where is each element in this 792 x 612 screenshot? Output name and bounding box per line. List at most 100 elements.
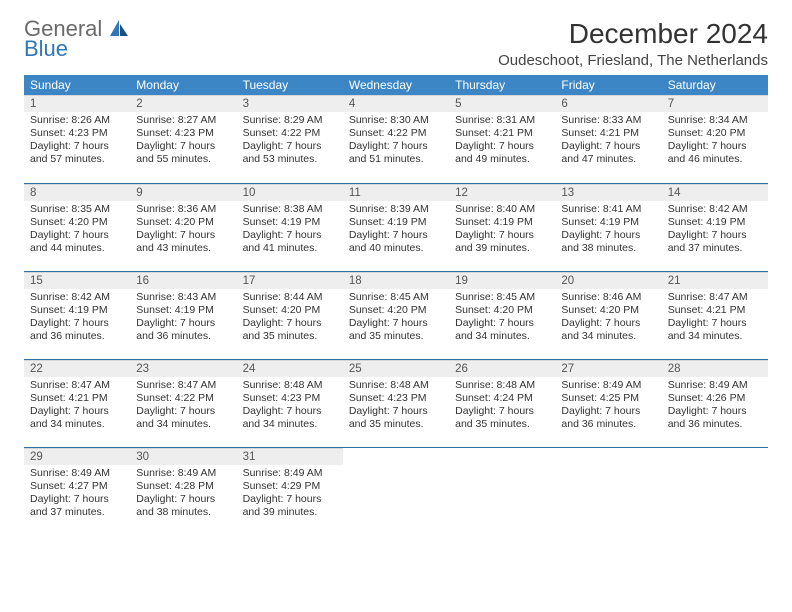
day-number: 26 (449, 360, 555, 377)
month-title: December 2024 (498, 18, 768, 50)
day-daylight: Daylight: 7 hours and 49 minutes. (455, 140, 549, 166)
day-daylight: Daylight: 7 hours and 34 minutes. (136, 405, 230, 431)
day-daylight: Daylight: 7 hours and 40 minutes. (349, 229, 443, 255)
day-body: Sunrise: 8:30 AMSunset: 4:22 PMDaylight:… (343, 112, 449, 171)
calendar-day-cell: 11Sunrise: 8:39 AMSunset: 4:19 PMDayligh… (343, 183, 449, 271)
day-sunrise: Sunrise: 8:41 AM (561, 203, 655, 216)
day-body: Sunrise: 8:45 AMSunset: 4:20 PMDaylight:… (449, 289, 555, 348)
calendar-day-cell: 15Sunrise: 8:42 AMSunset: 4:19 PMDayligh… (24, 271, 130, 359)
weekday-header-row: Sunday Monday Tuesday Wednesday Thursday… (24, 75, 768, 95)
day-number: 8 (24, 184, 130, 201)
day-sunrise: Sunrise: 8:30 AM (349, 114, 443, 127)
day-sunrise: Sunrise: 8:39 AM (349, 203, 443, 216)
day-sunrise: Sunrise: 8:47 AM (668, 291, 762, 304)
calendar-day-cell: 17Sunrise: 8:44 AMSunset: 4:20 PMDayligh… (237, 271, 343, 359)
brand-logo: General Blue (24, 18, 130, 60)
day-daylight: Daylight: 7 hours and 35 minutes. (349, 317, 443, 343)
calendar-day-cell: 3Sunrise: 8:29 AMSunset: 4:22 PMDaylight… (237, 95, 343, 183)
day-daylight: Daylight: 7 hours and 34 minutes. (561, 317, 655, 343)
day-daylight: Daylight: 7 hours and 38 minutes. (136, 493, 230, 519)
day-sunrise: Sunrise: 8:33 AM (561, 114, 655, 127)
day-sunrise: Sunrise: 8:26 AM (30, 114, 124, 127)
day-sunset: Sunset: 4:23 PM (349, 392, 443, 405)
calendar-day-cell: 21Sunrise: 8:47 AMSunset: 4:21 PMDayligh… (662, 271, 768, 359)
day-daylight: Daylight: 7 hours and 34 minutes. (455, 317, 549, 343)
calendar-day-cell: 26Sunrise: 8:48 AMSunset: 4:24 PMDayligh… (449, 359, 555, 447)
day-number: 9 (130, 184, 236, 201)
day-daylight: Daylight: 7 hours and 36 minutes. (30, 317, 124, 343)
day-sunrise: Sunrise: 8:49 AM (561, 379, 655, 392)
day-body: Sunrise: 8:47 AMSunset: 4:21 PMDaylight:… (24, 377, 130, 436)
calendar-page: General Blue December 2024 Oudeschoot, F… (0, 0, 792, 535)
calendar-week-row: 29Sunrise: 8:49 AMSunset: 4:27 PMDayligh… (24, 447, 768, 535)
day-sunset: Sunset: 4:19 PM (455, 216, 549, 229)
weekday-header: Saturday (662, 75, 768, 95)
calendar-table: Sunday Monday Tuesday Wednesday Thursday… (24, 75, 768, 535)
day-sunset: Sunset: 4:21 PM (668, 304, 762, 317)
day-sunset: Sunset: 4:23 PM (136, 127, 230, 140)
weekday-header: Monday (130, 75, 236, 95)
day-sunrise: Sunrise: 8:49 AM (136, 467, 230, 480)
calendar-day-cell: 13Sunrise: 8:41 AMSunset: 4:19 PMDayligh… (555, 183, 661, 271)
day-number: 18 (343, 272, 449, 289)
day-body: Sunrise: 8:47 AMSunset: 4:21 PMDaylight:… (662, 289, 768, 348)
day-body: Sunrise: 8:26 AMSunset: 4:23 PMDaylight:… (24, 112, 130, 171)
day-sunset: Sunset: 4:23 PM (243, 392, 337, 405)
day-body: Sunrise: 8:49 AMSunset: 4:25 PMDaylight:… (555, 377, 661, 436)
day-daylight: Daylight: 7 hours and 34 minutes. (243, 405, 337, 431)
day-body: Sunrise: 8:33 AMSunset: 4:21 PMDaylight:… (555, 112, 661, 171)
day-sunrise: Sunrise: 8:49 AM (243, 467, 337, 480)
title-block: December 2024 Oudeschoot, Friesland, The… (498, 18, 768, 69)
day-daylight: Daylight: 7 hours and 36 minutes. (561, 405, 655, 431)
day-sunrise: Sunrise: 8:43 AM (136, 291, 230, 304)
calendar-day-cell: 20Sunrise: 8:46 AMSunset: 4:20 PMDayligh… (555, 271, 661, 359)
calendar-day-cell: 16Sunrise: 8:43 AMSunset: 4:19 PMDayligh… (130, 271, 236, 359)
calendar-day-cell: 28Sunrise: 8:49 AMSunset: 4:26 PMDayligh… (662, 359, 768, 447)
calendar-day-cell: 4Sunrise: 8:30 AMSunset: 4:22 PMDaylight… (343, 95, 449, 183)
day-number: 2 (130, 95, 236, 112)
day-sunset: Sunset: 4:26 PM (668, 392, 762, 405)
weekday-header: Thursday (449, 75, 555, 95)
day-body: Sunrise: 8:36 AMSunset: 4:20 PMDaylight:… (130, 201, 236, 260)
day-sunrise: Sunrise: 8:35 AM (30, 203, 124, 216)
weekday-header: Friday (555, 75, 661, 95)
day-sunset: Sunset: 4:19 PM (349, 216, 443, 229)
day-sunset: Sunset: 4:21 PM (30, 392, 124, 405)
calendar-day-cell: 27Sunrise: 8:49 AMSunset: 4:25 PMDayligh… (555, 359, 661, 447)
day-sunset: Sunset: 4:20 PM (30, 216, 124, 229)
day-body: Sunrise: 8:35 AMSunset: 4:20 PMDaylight:… (24, 201, 130, 260)
day-sunset: Sunset: 4:28 PM (136, 480, 230, 493)
day-body: Sunrise: 8:27 AMSunset: 4:23 PMDaylight:… (130, 112, 236, 171)
day-number: 10 (237, 184, 343, 201)
day-sunset: Sunset: 4:24 PM (455, 392, 549, 405)
day-number: 1 (24, 95, 130, 112)
day-sunrise: Sunrise: 8:48 AM (455, 379, 549, 392)
day-number: 22 (24, 360, 130, 377)
day-number: 17 (237, 272, 343, 289)
day-number: 24 (237, 360, 343, 377)
calendar-day-cell: 25Sunrise: 8:48 AMSunset: 4:23 PMDayligh… (343, 359, 449, 447)
weekday-header: Wednesday (343, 75, 449, 95)
day-sunset: Sunset: 4:23 PM (30, 127, 124, 140)
day-number: 25 (343, 360, 449, 377)
day-body: Sunrise: 8:43 AMSunset: 4:19 PMDaylight:… (130, 289, 236, 348)
day-number: 14 (662, 184, 768, 201)
calendar-week-row: 22Sunrise: 8:47 AMSunset: 4:21 PMDayligh… (24, 359, 768, 447)
calendar-day-cell: 31Sunrise: 8:49 AMSunset: 4:29 PMDayligh… (237, 447, 343, 535)
calendar-day-cell: 22Sunrise: 8:47 AMSunset: 4:21 PMDayligh… (24, 359, 130, 447)
day-sunset: Sunset: 4:20 PM (136, 216, 230, 229)
day-number: 15 (24, 272, 130, 289)
day-body: Sunrise: 8:39 AMSunset: 4:19 PMDaylight:… (343, 201, 449, 260)
day-number: 30 (130, 448, 236, 465)
calendar-day-cell: 24Sunrise: 8:48 AMSunset: 4:23 PMDayligh… (237, 359, 343, 447)
day-number: 16 (130, 272, 236, 289)
day-sunrise: Sunrise: 8:44 AM (243, 291, 337, 304)
day-body: Sunrise: 8:40 AMSunset: 4:19 PMDaylight:… (449, 201, 555, 260)
day-sunset: Sunset: 4:19 PM (243, 216, 337, 229)
day-sunset: Sunset: 4:20 PM (349, 304, 443, 317)
day-daylight: Daylight: 7 hours and 38 minutes. (561, 229, 655, 255)
day-body: Sunrise: 8:49 AMSunset: 4:28 PMDaylight:… (130, 465, 236, 524)
calendar-day-cell: 9Sunrise: 8:36 AMSunset: 4:20 PMDaylight… (130, 183, 236, 271)
day-number: 21 (662, 272, 768, 289)
day-number: 13 (555, 184, 661, 201)
